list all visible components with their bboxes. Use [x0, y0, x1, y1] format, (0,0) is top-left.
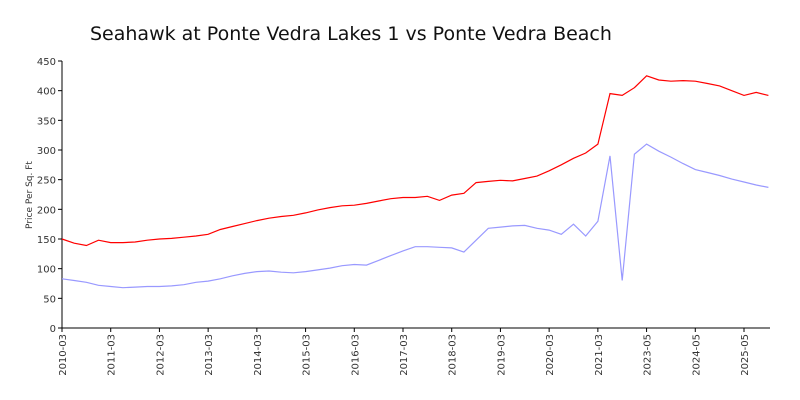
- x-tick-label: 2017-03: [399, 334, 410, 376]
- x-tick-label: 2023-05: [643, 334, 654, 376]
- y-tick-label: 300: [37, 146, 56, 157]
- y-tick-label: 150: [37, 235, 56, 246]
- y-tick-label: 450: [37, 57, 56, 68]
- x-tick-label: 2012-03: [155, 334, 166, 376]
- x-tick-label: 2019-03: [496, 334, 507, 376]
- y-tick-label: 50: [43, 294, 56, 305]
- y-axis-label: Price Per Sq. Ft: [25, 161, 35, 229]
- y-tick-label: 200: [37, 205, 56, 216]
- x-tick-label: 2014-03: [253, 334, 264, 376]
- y-tick-label: 0: [50, 324, 56, 335]
- x-tick-label: 2011-03: [107, 334, 118, 376]
- x-tick-label: 2021-03: [594, 334, 605, 376]
- y-tick-label: 400: [37, 87, 56, 98]
- y-tick-label: 100: [37, 265, 56, 276]
- series-line: [61, 75, 769, 247]
- x-tick-label: 2016-03: [350, 334, 361, 376]
- x-tick-label: 2015-03: [302, 334, 313, 376]
- x-tick-label: 2010-03: [58, 334, 69, 376]
- x-tick-label: 2020-03: [545, 334, 556, 376]
- x-tick-label: 2013-03: [204, 334, 215, 376]
- y-tick-label: 350: [37, 116, 56, 127]
- x-tick-label: 2024-05: [691, 334, 702, 376]
- x-tick-label: 2025-05: [740, 334, 751, 376]
- series-line: [61, 143, 769, 289]
- x-tick-label: 2018-03: [448, 334, 459, 376]
- chart-title: Seahawk at Ponte Vedra Lakes 1 vs Ponte …: [90, 23, 612, 45]
- y-tick-label: 250: [37, 176, 56, 187]
